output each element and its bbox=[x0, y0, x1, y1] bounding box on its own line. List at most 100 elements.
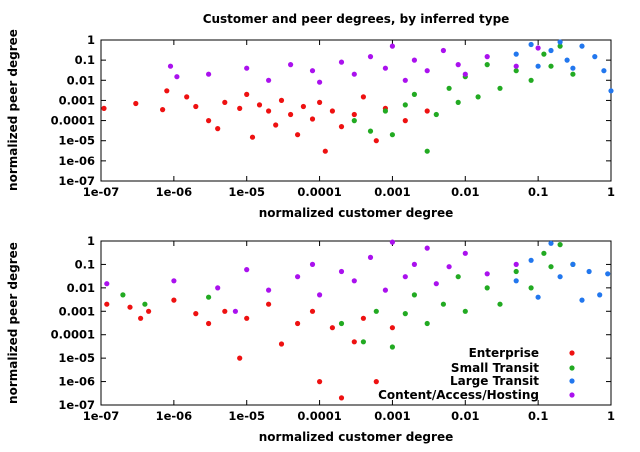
chart-title: Customer and peer degrees, by inferred t… bbox=[203, 12, 510, 26]
legend-label-large-transit: Large Transit bbox=[450, 374, 539, 388]
data-point-content-access-hosting bbox=[317, 79, 323, 85]
data-point-enterprise bbox=[244, 315, 250, 321]
data-point-enterprise bbox=[278, 97, 285, 103]
data-point-small-transit bbox=[541, 250, 547, 256]
data-point-enterprise bbox=[295, 132, 301, 138]
data-point-enterprise bbox=[256, 102, 263, 108]
data-point-large-transit bbox=[605, 271, 611, 277]
scatter-panel-top: 1e-07 1e-06 1e-05 0.0001 0.001 0.01 0.1 1 1e-07 1… bbox=[6, 29, 615, 220]
data-point-enterprise bbox=[101, 105, 107, 111]
data-point-small-transit bbox=[411, 91, 417, 97]
data-point-enterprise bbox=[300, 103, 306, 110]
data-point-content-access-hosting bbox=[288, 62, 294, 68]
data-point-large-transit bbox=[513, 278, 519, 284]
x-tick-label: 1e-06 bbox=[156, 409, 193, 423]
data-point-large-transit bbox=[597, 292, 603, 298]
legend-label-small-transit: Small Transit bbox=[451, 361, 539, 375]
data-point-small-transit bbox=[411, 292, 417, 298]
data-point-enterprise bbox=[222, 99, 228, 105]
scatter-panel-bottom: 1e-07 1e-06 1e-05 0.0001 0.001 0.01 0.1 1 1e-07 1… bbox=[6, 234, 615, 444]
y-tick-label: 1e-07 bbox=[58, 398, 95, 412]
data-point-enterprise bbox=[278, 341, 285, 347]
data-point-content-access-hosting bbox=[382, 287, 388, 293]
data-point-large-transit bbox=[528, 41, 534, 48]
y-tick-label: 0.01 bbox=[67, 281, 95, 295]
data-point-content-access-hosting bbox=[484, 271, 490, 277]
x-tick-label: 0.001 bbox=[374, 409, 410, 423]
data-point-small-transit bbox=[360, 339, 366, 345]
data-point-large-transit bbox=[528, 257, 534, 263]
data-point-enterprise bbox=[317, 99, 323, 105]
data-point-content-access-hosting bbox=[446, 264, 452, 270]
data-point-enterprise bbox=[360, 315, 366, 321]
y-tick-label: 0.1 bbox=[75, 257, 95, 271]
x-tick-label: 1e-06 bbox=[156, 185, 193, 199]
data-point-large-transit bbox=[548, 47, 554, 54]
data-point-small-transit bbox=[424, 320, 430, 327]
data-point-enterprise bbox=[338, 124, 345, 130]
data-point-small-transit bbox=[557, 242, 563, 248]
legend-marker-enterprise bbox=[569, 350, 575, 356]
data-point-small-transit bbox=[433, 111, 439, 118]
data-point-enterprise bbox=[184, 94, 190, 100]
data-point-content-access-hosting bbox=[309, 68, 316, 74]
y-tick-label: 1e-07 bbox=[58, 174, 95, 188]
x-tick-label: 0.0001 bbox=[297, 409, 341, 423]
data-point-content-access-hosting bbox=[424, 245, 430, 251]
data-point-small-transit bbox=[338, 320, 345, 327]
data-point-small-transit bbox=[389, 344, 395, 350]
data-point-small-transit bbox=[351, 118, 357, 124]
data-point-small-transit bbox=[402, 102, 408, 108]
data-point-small-transit bbox=[528, 77, 534, 83]
data-point-enterprise bbox=[266, 301, 272, 307]
data-point-small-transit bbox=[373, 308, 379, 314]
data-point-content-access-hosting bbox=[244, 267, 250, 273]
data-point-enterprise bbox=[127, 304, 133, 310]
data-point-enterprise bbox=[171, 297, 177, 303]
legend-marker-content-access-hosting bbox=[569, 392, 575, 398]
axis-ticks: 1e-07 1e-06 1e-05 0.0001 0.001 0.01 0.1 1 1e-07 1… bbox=[51, 33, 615, 199]
data-points bbox=[104, 239, 611, 401]
legend-marker-large-transit bbox=[569, 378, 575, 384]
data-point-content-access-hosting bbox=[513, 63, 519, 69]
data-point-enterprise bbox=[309, 116, 316, 122]
data-point-enterprise bbox=[329, 108, 335, 114]
axis-ticks: 1e-07 1e-06 1e-05 0.0001 0.001 0.01 0.1 1 1e-07 1… bbox=[51, 234, 615, 423]
data-point-small-transit bbox=[484, 285, 490, 291]
data-point-small-transit bbox=[497, 85, 503, 91]
data-point-large-transit bbox=[586, 268, 592, 275]
data-point-enterprise bbox=[138, 315, 144, 321]
legend-marker-small-transit bbox=[569, 365, 575, 371]
x-tick-label: 0.01 bbox=[451, 185, 479, 199]
y-tick-label: 1 bbox=[87, 33, 95, 47]
data-point-enterprise bbox=[104, 301, 110, 307]
data-point-enterprise bbox=[206, 118, 212, 124]
legend-label-enterprise: Enterprise bbox=[469, 346, 539, 360]
x-tick-label: 1 bbox=[607, 185, 615, 199]
data-point-content-access-hosting bbox=[484, 54, 490, 60]
data-point-content-access-hosting bbox=[206, 71, 212, 77]
data-point-enterprise bbox=[351, 339, 357, 345]
data-point-small-transit bbox=[548, 264, 554, 270]
data-point-content-access-hosting bbox=[424, 68, 430, 74]
x-tick-label: 1e-05 bbox=[228, 185, 265, 199]
data-point-enterprise bbox=[160, 107, 166, 113]
data-point-large-transit bbox=[570, 261, 576, 267]
data-point-content-access-hosting bbox=[440, 47, 446, 54]
data-point-content-access-hosting bbox=[266, 77, 272, 83]
x-tick-label: 1e-07 bbox=[83, 185, 120, 199]
x-axis-title: normalized customer degree bbox=[259, 430, 453, 444]
data-point-content-access-hosting bbox=[338, 268, 345, 275]
data-point-large-transit bbox=[564, 57, 570, 63]
data-point-small-transit bbox=[367, 128, 374, 134]
data-point-enterprise bbox=[237, 355, 243, 361]
data-point-content-access-hosting bbox=[462, 250, 468, 256]
data-point-content-access-hosting bbox=[167, 63, 174, 69]
data-point-small-transit bbox=[120, 292, 126, 298]
data-point-enterprise bbox=[351, 111, 357, 118]
data-point-enterprise bbox=[338, 395, 345, 401]
data-point-small-transit bbox=[389, 132, 395, 138]
y-tick-label: 0.001 bbox=[59, 93, 95, 107]
y-tick-label: 0.01 bbox=[67, 73, 95, 87]
plot-frame bbox=[100, 39, 612, 182]
